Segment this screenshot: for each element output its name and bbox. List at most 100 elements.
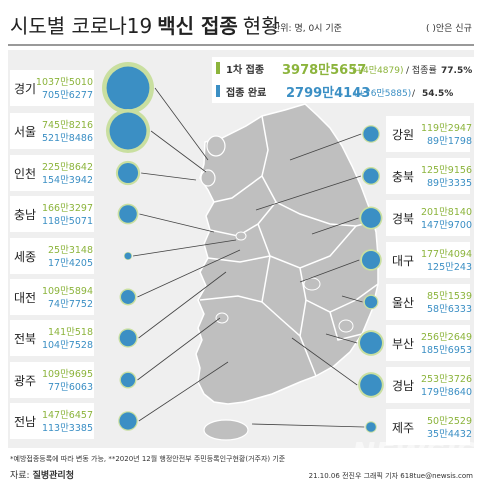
region-name: 인천 xyxy=(14,166,36,181)
leader-line xyxy=(132,239,237,257)
full-dose-value: 154만3942 xyxy=(42,175,93,186)
full-dose-bubble xyxy=(363,168,379,184)
region-group: 대구 177만4094 125만243 xyxy=(299,242,472,283)
full-dose-rate: 54.5% xyxy=(422,89,453,99)
region-card-spacer xyxy=(94,238,128,274)
title: 시도별 코로나19 백신 접종 현황 xyxy=(10,14,280,38)
new-note: ( )안은 신규 xyxy=(426,23,472,34)
full-dose-new: (+76만5885) xyxy=(354,88,411,99)
first-dose-value: 1037만5010 xyxy=(36,77,93,88)
full-dose-total: 2799만4143 xyxy=(286,85,370,101)
full-dose-value: 705만6277 xyxy=(42,90,93,101)
leader-line xyxy=(251,423,365,428)
full-dose-value: 125만243 xyxy=(427,262,472,273)
full-dose-rate-sep: / xyxy=(412,89,416,99)
full-dose-value: 147만9700 xyxy=(421,220,472,231)
unit-note: 단위: 명, 0시 기준 xyxy=(272,23,342,34)
leader-line xyxy=(138,361,229,422)
full-dose-bubble xyxy=(360,374,382,396)
region-name: 전남 xyxy=(14,415,36,429)
region-card xyxy=(386,242,470,278)
first-dose-value: 256만2649 xyxy=(421,332,472,343)
full-dose-bubble xyxy=(121,290,135,304)
full-dose-label: 접종 완료 xyxy=(226,86,266,99)
footnote: *예방접종등록에 따라 변동 가능, **2020년 12월 행정안전부 주민등… xyxy=(10,454,286,463)
region-group: 경남 253만3726 179만8640 xyxy=(291,337,472,403)
full-dose-bubble xyxy=(361,250,381,270)
region-group: 충북 125만9156 89만3335 xyxy=(255,158,472,211)
leader-line xyxy=(291,337,358,386)
full-dose-value: 113만3385 xyxy=(42,423,93,434)
first-dose-value: 201만8140 xyxy=(421,207,472,218)
region-group: 충남 166만3297 118만5071 xyxy=(10,196,215,233)
region-name: 충남 xyxy=(14,208,36,222)
region-card xyxy=(10,403,94,439)
first-dose-value: 109만5894 xyxy=(42,286,93,297)
region-name: 세종 xyxy=(14,250,36,264)
full-dose-bubble xyxy=(119,329,137,347)
region-group: 인천 225만8642 154만3942 xyxy=(10,155,197,191)
leader-line xyxy=(138,271,227,339)
full-dose-bubble xyxy=(124,252,132,260)
region-group: 광주 109만9695 77만6063 xyxy=(10,317,221,398)
region-card xyxy=(10,279,94,315)
first-dose-new: (+4만4879) xyxy=(352,65,403,76)
region-group: 울산 85만1539 58만6333 xyxy=(341,284,472,320)
full-dose-value: 74만7752 xyxy=(48,299,93,310)
region-group: 세종 25만3148 17만4205 xyxy=(10,238,237,274)
region-group: 서울 745만8216 521만8486 xyxy=(10,108,207,173)
leader-line xyxy=(137,317,221,381)
region-group: 전남 147만6457 113만3385 xyxy=(10,361,229,439)
full-dose-bubble xyxy=(364,295,378,309)
first-dose-total: 3978만5657 xyxy=(282,62,366,78)
region-name: 대전 xyxy=(14,291,36,305)
region-name: 경북 xyxy=(392,212,414,226)
full-dose-value: 58만6333 xyxy=(427,304,472,315)
first-dose-value: 147만6457 xyxy=(42,410,93,421)
leader-line xyxy=(139,213,215,233)
full-dose-value: 179만8640 xyxy=(421,387,472,398)
full-dose-value: 521만8486 xyxy=(42,133,93,144)
region-card xyxy=(10,113,94,149)
full-dose-legend-swatch xyxy=(216,85,220,97)
first-dose-value: 745만8216 xyxy=(42,120,93,131)
first-dose-label: 1차 접종 xyxy=(226,63,264,76)
region-bubbles: 경기 1037만5010 705만6277 서울 745만8216 521만8486 인천 2… xyxy=(10,62,472,445)
leader-line xyxy=(255,175,362,211)
summary-background xyxy=(212,57,474,103)
leader-line xyxy=(137,249,241,298)
region-name: 강원 xyxy=(392,128,414,142)
region-card xyxy=(386,325,470,361)
source-label: 자료: xyxy=(10,470,30,481)
region-card xyxy=(386,116,470,152)
region-card xyxy=(386,200,470,236)
first-dose-value: 225만8642 xyxy=(42,162,93,173)
leader-line xyxy=(341,295,363,303)
region-card xyxy=(10,155,94,191)
full-dose-value: 77만6063 xyxy=(48,382,93,393)
leader-line xyxy=(150,130,207,173)
leader-line xyxy=(289,133,362,161)
full-dose-bubble xyxy=(120,372,136,388)
region-card xyxy=(10,362,94,398)
full-dose-value: 89만1798 xyxy=(427,136,472,147)
leader-line xyxy=(154,87,209,161)
full-dose-bubble xyxy=(117,162,139,184)
leader-line xyxy=(311,217,359,235)
region-name: 충북 xyxy=(392,170,414,184)
region-name: 광주 xyxy=(14,374,36,388)
first-dose-rate: 77.5% xyxy=(441,66,472,76)
leader-line xyxy=(299,259,360,283)
full-dose-bubble xyxy=(360,332,382,354)
first-dose-value: 85만1539 xyxy=(427,291,472,302)
full-dose-bubble xyxy=(106,66,150,110)
summary-box: 1차 접종 3978만5657 (+4만4879) / 접종률 77.5% 접종… xyxy=(212,57,474,103)
region-card xyxy=(10,70,94,106)
region-card xyxy=(386,284,470,320)
region-card xyxy=(386,158,470,194)
full-dose-value: 35만4432 xyxy=(427,429,472,440)
region-card xyxy=(10,196,94,232)
first-dose-value: 125만9156 xyxy=(421,165,472,176)
korea-map xyxy=(195,103,379,441)
region-name: 대구 xyxy=(392,254,414,268)
